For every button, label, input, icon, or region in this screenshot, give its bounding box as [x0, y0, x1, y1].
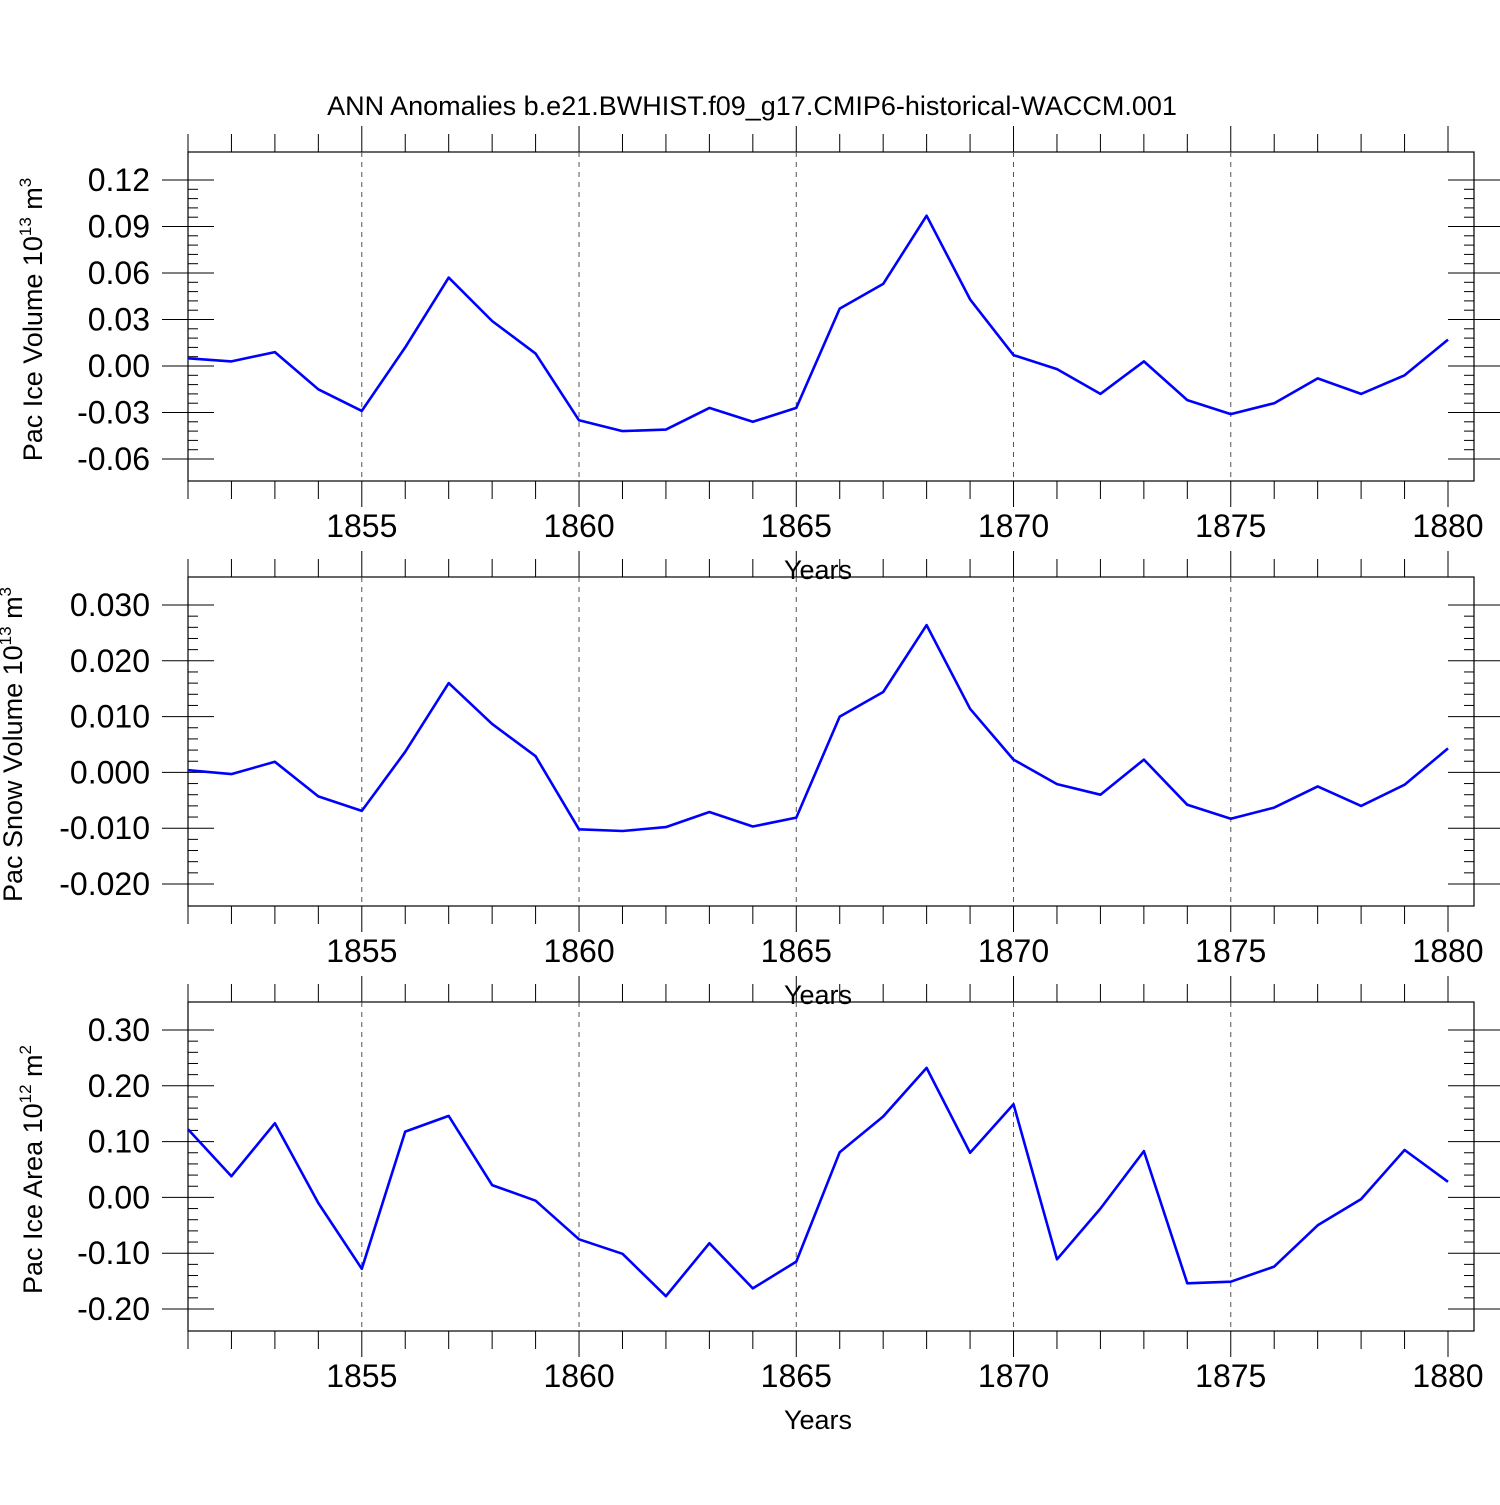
- y-tick-label: 0.12: [88, 162, 150, 198]
- series-line: [187, 214, 1449, 433]
- series-line: [187, 1066, 1449, 1298]
- x-tick-label: 1875: [1195, 1358, 1266, 1394]
- x-axis-title: Years: [784, 980, 852, 1010]
- y-tick-label: 0.30: [88, 1012, 150, 1048]
- x-tick-label: 1865: [761, 508, 832, 544]
- y-tick-label: 0.00: [88, 348, 150, 384]
- y-axis-title-exponent: 13: [16, 217, 35, 236]
- x-tick-label: 1870: [978, 508, 1049, 544]
- plot-frame: [187, 576, 1475, 907]
- y-tick-label: 0.10: [88, 1124, 150, 1160]
- y-axis-title-main: Pac Ice Area 10: [18, 1103, 48, 1294]
- y-tick-label: -0.020: [59, 866, 150, 902]
- y-tick-label: 0.030: [70, 587, 150, 623]
- y-tick-label: -0.10: [77, 1235, 150, 1271]
- y-axis-title-unit-exponent: 3: [0, 587, 15, 596]
- x-tick-label: 1880: [1412, 933, 1483, 969]
- x-tick-label: 1865: [761, 1358, 832, 1394]
- x-tick-label: 1860: [543, 933, 614, 969]
- panel-2: 1855 1860 1865 1870 1875 1880 -0.020 -0.010 0.00…: [0, 551, 1500, 1010]
- y-axis-title: Pac Ice Area 1012 m2: [16, 1045, 48, 1294]
- y-axis-title-unit-exponent: 2: [16, 1045, 35, 1054]
- x-tick-label: 1880: [1412, 508, 1483, 544]
- y-tick-label: 0.09: [88, 209, 150, 245]
- y-tick-label: 0.000: [70, 754, 150, 790]
- y-tick-label: -0.010: [59, 810, 150, 846]
- y-tick-label: 0.010: [70, 699, 150, 735]
- x-axis-title: Years: [784, 555, 852, 585]
- y-axis-title-unit: m: [18, 187, 48, 217]
- x-tick-label: 1875: [1195, 508, 1266, 544]
- x-tick-label: 1860: [543, 508, 614, 544]
- plot-frame: [187, 1001, 1475, 1332]
- panel-3: 1855 1860 1865 1870 1875 1880 -0.20 -0.10 0.00 0.…: [16, 976, 1500, 1435]
- y-axis-title: Pac Snow Volume 1013 m3: [0, 587, 28, 902]
- y-axis-title-main: Pac Snow Volume 10: [0, 645, 28, 902]
- y-tick-label: 0.06: [88, 255, 150, 291]
- y-axis-title-unit: m: [0, 596, 28, 626]
- x-tick-label: 1860: [543, 1358, 614, 1394]
- x-tick-label: 1875: [1195, 933, 1266, 969]
- y-tick-label: 0.03: [88, 302, 150, 338]
- x-tick-label: 1870: [978, 933, 1049, 969]
- plot-frame: [187, 151, 1475, 482]
- x-tick-label: 1855: [326, 508, 397, 544]
- panel-1: 1855 1860 1865 1870 1875 1880 -0.06 -0.03 0.00 0.…: [16, 126, 1500, 585]
- x-axis-title: Years: [784, 1405, 852, 1435]
- y-axis-title-unit-exponent: 3: [16, 178, 35, 187]
- y-axis-title: Pac Ice Volume 1013 m3: [16, 178, 48, 462]
- y-tick-label: -0.06: [77, 441, 150, 477]
- y-tick-label: 0.020: [70, 643, 150, 679]
- x-tick-label: 1880: [1412, 1358, 1483, 1394]
- x-tick-label: 1855: [326, 1358, 397, 1394]
- x-tick-label: 1870: [978, 1358, 1049, 1394]
- y-axis-title-exponent: 12: [16, 1084, 35, 1103]
- y-tick-label: -0.20: [77, 1291, 150, 1327]
- series-line: [187, 623, 1449, 833]
- y-tick-label: 0.00: [88, 1179, 150, 1215]
- y-tick-label: -0.03: [77, 395, 150, 431]
- y-axis-title-main: Pac Ice Volume 10: [18, 236, 48, 461]
- x-tick-label: 1855: [326, 933, 397, 969]
- panels: 1855 1860 1865 1870 1875 1880 -0.06 -0.03 0.00 0.…: [0, 126, 1500, 1435]
- x-tick-label: 1865: [761, 933, 832, 969]
- y-tick-label: 0.20: [88, 1068, 150, 1104]
- y-axis-title-exponent: 13: [0, 626, 15, 645]
- y-axis-title-unit: m: [18, 1054, 48, 1084]
- chart-title: ANN Anomalies b.e21.BWHIST.f09_g17.CMIP6…: [327, 91, 1177, 121]
